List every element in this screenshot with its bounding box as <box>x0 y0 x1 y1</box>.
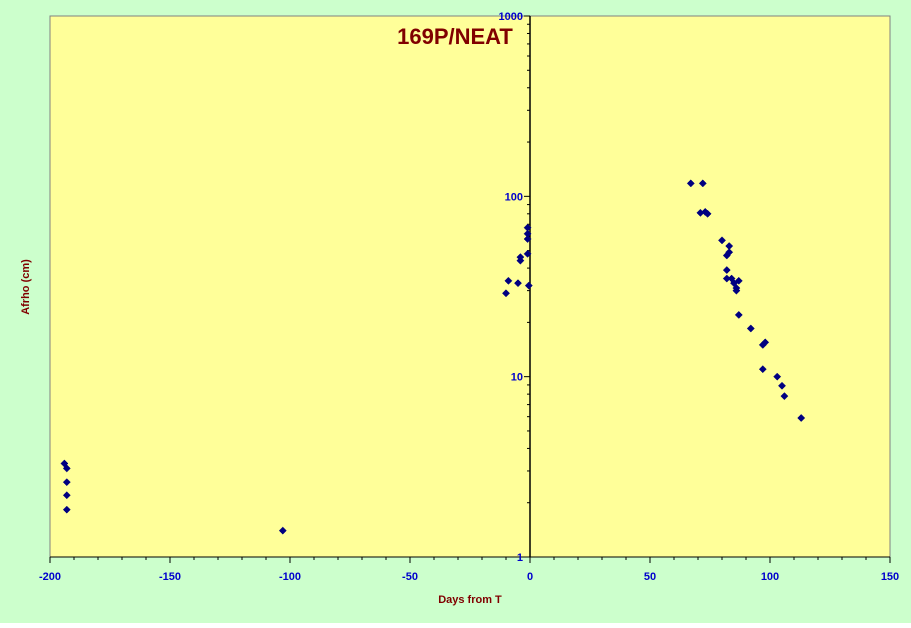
data-point <box>773 372 782 381</box>
plot-area <box>49 15 891 558</box>
y-tick-label: 10 <box>511 372 523 384</box>
data-point <box>703 209 712 218</box>
data-point <box>734 310 743 319</box>
data-point <box>797 414 806 422</box>
data-points <box>60 179 806 535</box>
data-point <box>524 281 533 290</box>
data-point <box>62 478 71 487</box>
data-point <box>278 526 287 535</box>
data-point <box>516 253 525 262</box>
y-tick-label: 1000 <box>499 11 523 23</box>
y-axis-label: Afrho (cm) <box>20 259 32 315</box>
data-point <box>502 289 510 298</box>
data-point <box>778 381 786 390</box>
data-point <box>761 338 770 347</box>
data-point <box>514 279 522 288</box>
y-tick-label: 1 <box>517 552 523 564</box>
data-point <box>758 365 767 374</box>
x-tick-label: -100 <box>279 571 301 583</box>
data-point <box>746 324 755 333</box>
x-tick-label: -150 <box>159 571 181 583</box>
data-point <box>504 276 513 285</box>
data-point <box>718 236 726 245</box>
data-point <box>523 235 532 243</box>
data-point <box>62 464 71 473</box>
data-point <box>780 392 789 401</box>
data-point <box>62 505 71 514</box>
data-point <box>62 491 71 500</box>
y-tick-label: 100 <box>505 191 523 203</box>
x-tick-label: 100 <box>761 571 779 583</box>
x-axis: -200 -150 -100 -50 0 50 100 150 <box>39 556 899 583</box>
data-point <box>725 248 734 257</box>
data-point <box>523 229 532 238</box>
data-point <box>523 223 532 232</box>
x-tick-label: 150 <box>881 571 899 583</box>
data-point <box>523 249 532 258</box>
data-point <box>722 266 731 275</box>
x-tick-label: 50 <box>644 571 656 583</box>
chart-title: 169P/NEAT <box>397 24 513 49</box>
x-tick-label: -200 <box>39 571 61 583</box>
data-point <box>686 179 695 188</box>
data-point <box>732 286 741 295</box>
x-tick-label: -50 <box>402 571 418 583</box>
data-point <box>698 179 707 188</box>
x-axis-label: Days from T <box>438 594 502 606</box>
x-tick-label: 0 <box>527 571 533 583</box>
data-point <box>734 276 743 285</box>
